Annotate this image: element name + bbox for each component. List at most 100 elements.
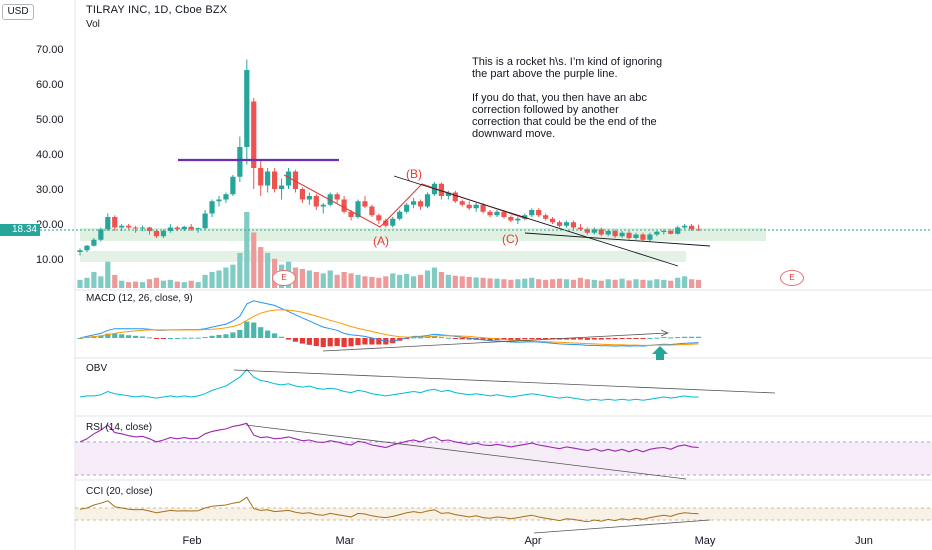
candle	[466, 204, 472, 209]
candle	[515, 218, 521, 221]
candle	[153, 231, 160, 237]
candle	[473, 204, 479, 209]
candle	[591, 229, 597, 233]
earnings-marker[interactable]: E	[780, 270, 804, 286]
volume-bar	[244, 212, 250, 288]
signal-line	[79, 309, 699, 346]
candle	[313, 196, 319, 207]
macd-histogram-bar	[633, 338, 639, 339]
macd-histogram-bar	[668, 337, 674, 339]
volume-bar	[202, 274, 208, 288]
volume-bar	[501, 279, 507, 288]
volume-bar	[146, 279, 153, 288]
candle	[292, 171, 299, 189]
candle	[133, 227, 139, 229]
candle	[299, 189, 305, 200]
macd-histogram-bar	[223, 334, 229, 338]
y-tick-label: 70.00	[36, 44, 64, 56]
macd-histogram-bar	[244, 321, 250, 338]
candle	[209, 201, 215, 214]
wave-label-b: (B)	[406, 167, 422, 181]
candle	[480, 204, 486, 212]
candle	[306, 196, 312, 200]
y-tick-label: 40.00	[36, 149, 64, 161]
x-tick-label: Apr	[524, 535, 541, 547]
volume-bar	[438, 271, 444, 288]
candle	[640, 234, 646, 240]
candle	[278, 185, 285, 189]
macd-histogram-bar	[341, 338, 347, 347]
macd-histogram-bar	[334, 338, 340, 347]
candle	[584, 229, 590, 233]
candle	[244, 70, 250, 147]
macd-histogram-bar	[598, 338, 604, 340]
candle	[390, 218, 396, 226]
macd-histogram-bar	[522, 338, 528, 340]
trend-arrowhead	[660, 329, 670, 337]
support-zone	[80, 251, 686, 262]
trend-line	[233, 369, 776, 394]
macd-histogram-bar	[529, 338, 535, 339]
macd-histogram-bar	[487, 338, 493, 341]
candle	[411, 201, 417, 205]
candle	[369, 206, 375, 216]
macd-histogram-bar	[237, 329, 243, 338]
candle	[438, 183, 444, 196]
volume-bar	[327, 270, 333, 288]
candle	[404, 204, 410, 212]
candle	[508, 217, 514, 221]
macd-histogram-bar	[612, 338, 618, 340]
up-arrow-icon	[652, 346, 668, 360]
volume-bar	[209, 271, 215, 288]
volume-bar	[640, 279, 646, 288]
earnings-marker[interactable]: E	[272, 270, 296, 286]
cci-title: CCI (20, close)	[86, 486, 153, 497]
cci-line	[79, 496, 699, 523]
macd-histogram-bar	[619, 338, 625, 339]
volume-bar	[181, 282, 187, 288]
volume-bar	[167, 279, 173, 288]
wave-path	[283, 174, 528, 228]
macd-histogram-bar	[174, 338, 180, 339]
candle	[668, 231, 674, 234]
y-tick-label: 60.00	[36, 79, 64, 91]
volume-bar	[126, 282, 132, 288]
analysis-note-paragraph: If you do that, you then have an abc cor…	[472, 92, 657, 140]
volume-bar	[543, 279, 549, 288]
macd-histogram-bar	[411, 337, 417, 339]
volume-bar	[424, 270, 431, 288]
volume-bar	[605, 279, 611, 288]
macd-histogram-bar	[251, 322, 257, 338]
macd-histogram-bar	[654, 337, 660, 339]
candle	[160, 231, 166, 237]
volume-bar	[265, 252, 271, 288]
macd-histogram-bar	[230, 332, 236, 338]
macd-histogram-bar	[682, 336, 688, 338]
macd-histogram-bar	[320, 338, 326, 347]
volume-bar	[654, 279, 660, 288]
volume-bar	[299, 269, 305, 288]
macd-histogram-bar	[459, 338, 465, 340]
volume-bar	[459, 276, 465, 288]
candle	[654, 231, 660, 235]
volume-bar	[306, 270, 312, 288]
macd-histogram-bar	[480, 338, 486, 341]
macd-histogram-bar	[313, 338, 319, 347]
candle	[258, 168, 264, 186]
macd-histogram-bar	[306, 338, 312, 345]
volume-bar	[390, 273, 396, 288]
volume-bar	[411, 276, 417, 288]
volume-bar	[112, 274, 118, 288]
macd-histogram-bar	[348, 338, 354, 347]
candle	[494, 211, 500, 216]
support-zone	[80, 228, 766, 241]
volume-bar	[230, 264, 236, 288]
volume-bar	[695, 279, 702, 288]
currency-badge[interactable]: USD	[2, 4, 34, 20]
volume-bar	[452, 275, 458, 288]
volume-bar	[188, 280, 194, 288]
macd-line	[79, 300, 699, 347]
candle	[445, 192, 451, 196]
macd-histogram-bar	[126, 335, 132, 338]
